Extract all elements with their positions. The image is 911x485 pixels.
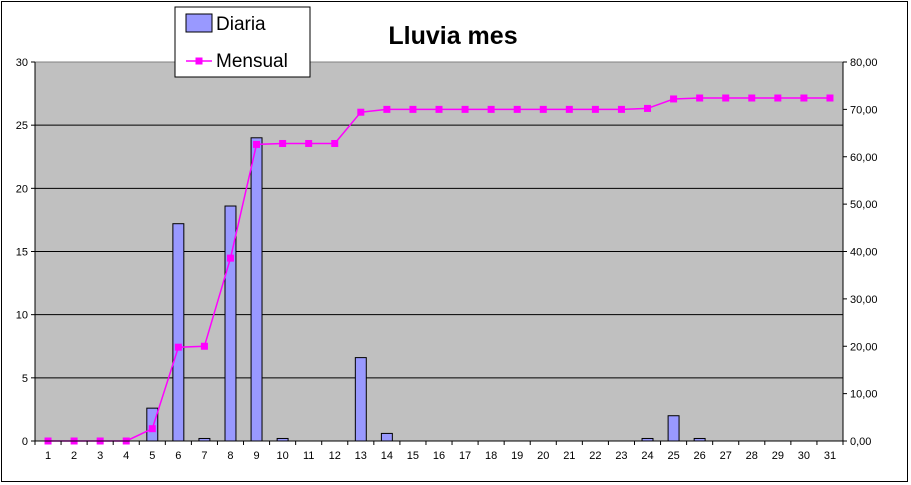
x-tick-label: 17 (459, 450, 471, 462)
y-tick-label-left: 30 (16, 57, 28, 69)
y-tick-label-left: 0 (22, 436, 28, 448)
y-tick-label-right: 30,00 (850, 294, 878, 306)
marker-mensual-13 (357, 108, 365, 116)
marker-mensual-14 (383, 105, 391, 113)
marker-mensual-11 (305, 139, 313, 147)
x-tick-label: 12 (329, 450, 341, 462)
y-tick-label-right: 50,00 (850, 199, 878, 211)
x-tick-label: 3 (97, 450, 103, 462)
x-tick-label: 22 (589, 450, 601, 462)
marker-mensual-7 (200, 342, 208, 350)
legend-mensual-label: Mensual (216, 51, 288, 72)
chart-title: Lluvia mes (388, 22, 517, 50)
x-tick-label: 7 (201, 450, 207, 462)
x-tick-label: 30 (798, 450, 810, 462)
x-tick-label: 9 (253, 450, 259, 462)
marker-mensual-22 (591, 105, 599, 113)
marker-mensual-23 (617, 105, 625, 113)
y-tick-label-left: 25 (16, 120, 28, 132)
y-tick-label-left: 20 (16, 183, 28, 195)
marker-mensual-27 (722, 94, 730, 102)
marker-mensual-18 (487, 105, 495, 113)
marker-mensual-30 (800, 94, 808, 102)
bar-diaria-14 (380, 432, 393, 442)
y-tick-label-right: 0,00 (850, 436, 871, 448)
marker-mensual-21 (565, 105, 573, 113)
x-tick-label: 20 (537, 450, 549, 462)
marker-mensual-17 (461, 105, 469, 113)
y-tick-label-right: 60,00 (850, 152, 878, 164)
x-tick-label: 1 (45, 450, 51, 462)
marker-mensual-12 (331, 139, 339, 147)
x-tick-label: 18 (485, 450, 497, 462)
x-tick-label: 31 (824, 450, 836, 462)
x-tick-label: 25 (667, 450, 679, 462)
legend: Diaria Mensual (174, 6, 311, 78)
gridlines (35, 124, 843, 379)
bar-diaria-25 (667, 415, 680, 442)
x-tick-label: 2 (71, 450, 77, 462)
x-tick-label: 28 (746, 450, 758, 462)
y-tick-label-right: 40,00 (850, 247, 878, 259)
marker-mensual-15 (409, 105, 417, 113)
x-tick-label: 29 (772, 450, 784, 462)
y-tick-label-right: 80,00 (850, 57, 878, 69)
x-tick-label: 16 (433, 450, 445, 462)
x-tick-label: 6 (175, 450, 181, 462)
marker-mensual-19 (513, 105, 521, 113)
marker-mensual-25 (670, 95, 678, 103)
marker-mensual-5 (148, 425, 156, 433)
marker-mensual-28 (748, 94, 756, 102)
x-tick-label: 19 (511, 450, 523, 462)
marker-mensual-24 (644, 104, 652, 112)
marker-mensual-29 (774, 94, 782, 102)
x-tick-label: 24 (641, 450, 653, 462)
marker-mensual-6 (174, 343, 182, 351)
x-tick-label: 5 (149, 450, 155, 462)
legend-mensual-marker-swatch (195, 57, 203, 65)
marker-mensual-8 (226, 254, 234, 262)
marker-mensual-31 (826, 94, 834, 102)
x-tick-label: 23 (615, 450, 627, 462)
bar-diaria-6 (172, 223, 185, 442)
x-tick-label: 11 (303, 450, 314, 462)
x-tick-label: 14 (381, 450, 393, 462)
bar-diaria-5 (146, 407, 159, 442)
marker-mensual-10 (279, 139, 287, 147)
x-tick-label: 8 (227, 450, 233, 462)
x-tick-label: 21 (563, 450, 575, 462)
bar-diaria-9 (250, 137, 263, 442)
x-tick-label: 10 (276, 450, 288, 462)
x-tick-label: 27 (720, 450, 732, 462)
marker-mensual-16 (435, 105, 443, 113)
y-tick-label-left: 5 (22, 373, 28, 385)
axes: 0510152025300,0010,0020,0030,0040,0050,0… (16, 57, 878, 462)
y-tick-label-right: 20,00 (850, 341, 878, 353)
x-tick-label: 13 (355, 450, 367, 462)
legend-diaria-swatch (185, 13, 213, 33)
legend-diaria-label: Diaria (216, 14, 266, 35)
y-tick-label-right: 70,00 (850, 104, 878, 116)
y-tick-label-right: 10,00 (850, 389, 878, 401)
bar-diaria-13 (354, 357, 367, 442)
x-tick-label: 26 (694, 450, 706, 462)
marker-mensual-9 (253, 140, 261, 148)
x-tick-label: 15 (407, 450, 419, 462)
x-tick-label: 4 (123, 450, 129, 462)
marker-mensual-26 (696, 94, 704, 102)
marker-mensual-20 (539, 105, 547, 113)
y-tick-label-left: 10 (16, 310, 28, 322)
y-tick-label-left: 15 (16, 247, 28, 259)
